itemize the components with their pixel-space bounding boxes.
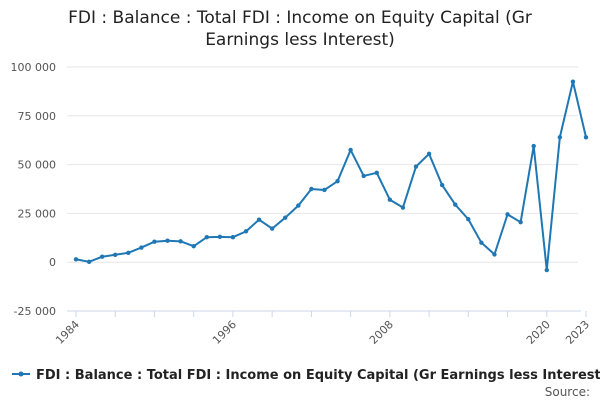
plot-area (73, 79, 589, 273)
data-point[interactable] (531, 143, 536, 149)
data-point[interactable] (86, 259, 92, 265)
data-point[interactable] (230, 235, 236, 240)
data-point[interactable] (570, 79, 576, 84)
y-tick-label: 100 000 (11, 61, 57, 74)
data-point[interactable] (583, 135, 589, 140)
data-point[interactable] (492, 252, 497, 257)
y-tick-label: -25 000 (14, 305, 56, 318)
data-point[interactable] (322, 187, 327, 193)
y-tick-label: 75 000 (18, 110, 57, 123)
data-point[interactable] (204, 235, 209, 240)
data-point[interactable] (152, 239, 157, 244)
data-point[interactable] (387, 197, 393, 202)
data-point[interactable] (178, 239, 183, 244)
data-point[interactable] (466, 217, 471, 222)
data-point[interactable] (217, 234, 223, 240)
data-point[interactable] (557, 135, 563, 140)
data-point[interactable] (426, 151, 432, 157)
x-tick-label: 1984 (53, 318, 82, 347)
data-point[interactable] (165, 238, 170, 243)
source-label: Source: (545, 385, 590, 399)
data-point[interactable] (309, 186, 314, 192)
data-point[interactable] (505, 212, 510, 217)
data-point[interactable] (256, 217, 262, 222)
chart-title-line-2: Earnings less Interest) (205, 30, 395, 50)
data-point[interactable] (479, 240, 484, 245)
data-point[interactable] (243, 229, 249, 234)
x-tick-label: 2023 (563, 318, 592, 347)
data-point[interactable] (400, 205, 406, 210)
legend-entry-label: FDI : Balance : Total FDI : Income on Eq… (36, 368, 600, 383)
data-point[interactable] (413, 164, 419, 169)
legend[interactable]: FDI : Balance : Total FDI : Income on Eq… (12, 368, 600, 383)
data-point[interactable] (453, 202, 458, 207)
x-tick-label: 2020 (524, 318, 553, 347)
data-point[interactable] (269, 226, 275, 231)
y-tick-label: 0 (49, 256, 56, 269)
series-line (75, 80, 587, 272)
data-point[interactable] (335, 178, 340, 184)
x-tick-label: 2008 (367, 318, 396, 347)
data-point[interactable] (296, 203, 301, 208)
data-point[interactable] (374, 170, 379, 175)
y-tick-label: 50 000 (18, 159, 57, 172)
data-point[interactable] (439, 182, 445, 188)
data-point[interactable] (126, 250, 131, 256)
data-point[interactable] (544, 267, 549, 273)
legend-swatch-marker (18, 371, 24, 377)
data-point[interactable] (139, 245, 144, 250)
y-tick-label: 25 000 (18, 207, 57, 220)
data-point[interactable] (518, 219, 523, 225)
chart-title-line-1: FDI : Balance : Total FDI : Income on Eq… (68, 8, 532, 28)
data-point[interactable] (348, 147, 353, 153)
x-tick-label: 1996 (210, 318, 239, 347)
y-axis: 100 000 75 000 50 000 25 000 0 -25 000 (11, 61, 578, 318)
data-point[interactable] (191, 243, 196, 249)
chart-title: FDI : Balance : Total FDI : Income on Eq… (68, 8, 532, 50)
data-point[interactable] (99, 254, 105, 259)
data-point[interactable] (283, 215, 288, 220)
data-point[interactable] (361, 173, 366, 179)
data-point[interactable] (113, 252, 118, 257)
x-axis: 1984 1996 2008 2020 2023 (53, 310, 592, 347)
data-point[interactable] (73, 257, 79, 262)
